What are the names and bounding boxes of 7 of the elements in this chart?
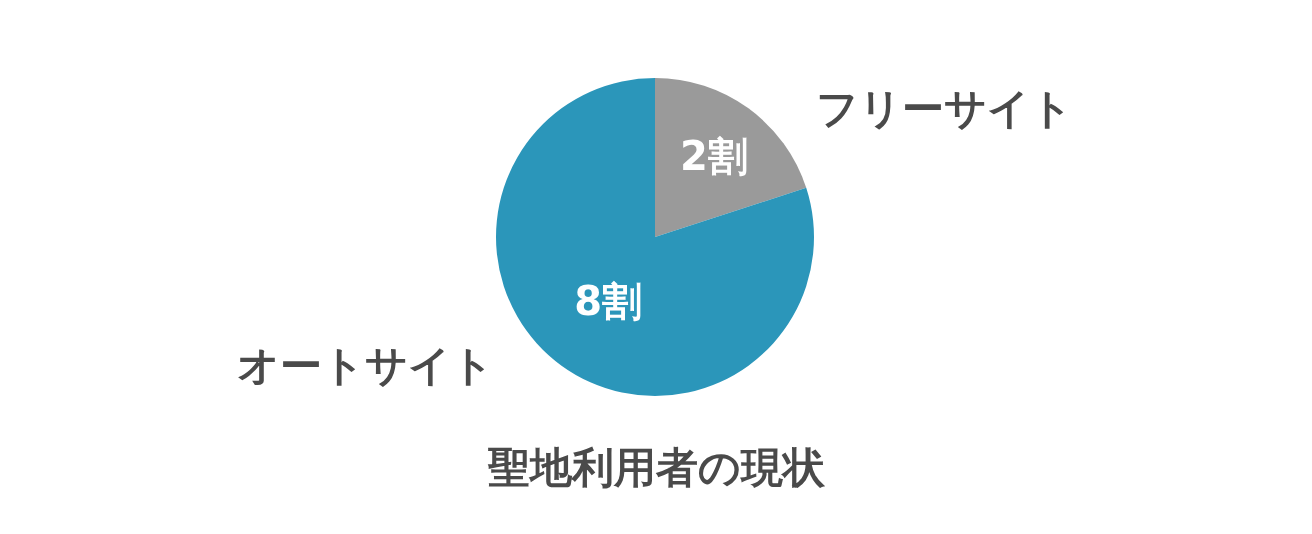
slice-label: フリーサイト <box>816 84 1073 133</box>
data-label: 8割 <box>574 278 643 325</box>
text: 聖地利用者の現状 <box>486 442 826 492</box>
data-label: 2割 <box>679 132 748 179</box>
pie-slice <box>655 78 807 237</box>
pie-slice <box>496 78 814 396</box>
slice-label: オートサイト <box>237 341 494 390</box>
